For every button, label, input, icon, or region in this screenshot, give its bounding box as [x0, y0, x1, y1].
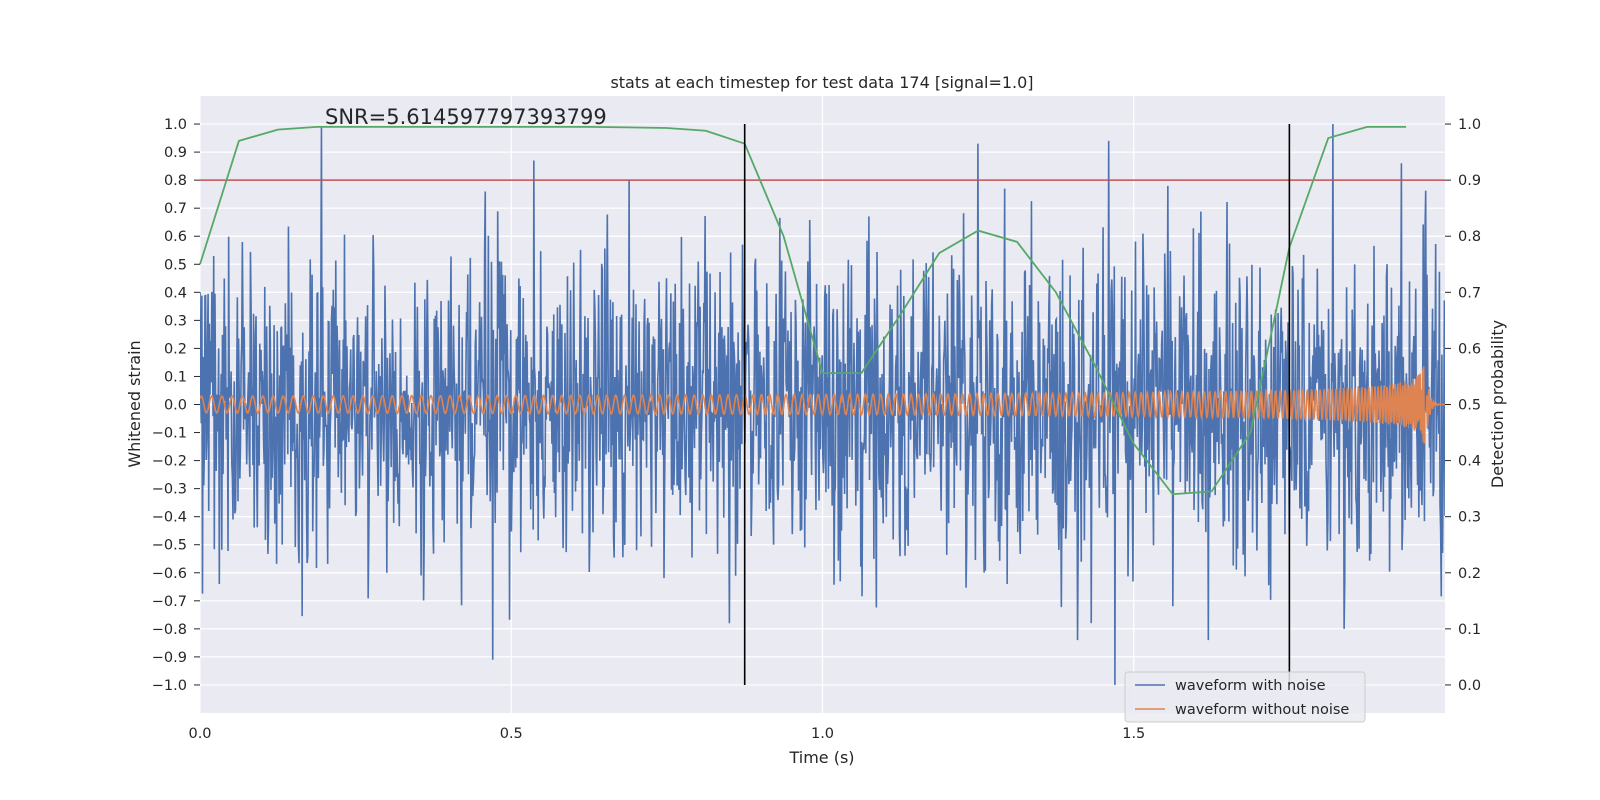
y-right-axis-label: Detection probability — [1488, 320, 1507, 488]
y-tick-label: 0.2 — [164, 341, 187, 357]
y-tick-label: 0.0 — [164, 398, 187, 414]
legend-box — [1124, 671, 1366, 723]
y-right-tick-label: 0.3 — [1458, 510, 1481, 526]
series-waveform-with-noise — [200, 124, 1445, 685]
series-detection-probability — [199, 125, 1407, 496]
y-tick-label: 0.6 — [164, 229, 187, 245]
legend-label-clean: waveform without noise — [1175, 702, 1349, 718]
y-right-tick-label: 0.5 — [1458, 398, 1481, 414]
y-tick-label: −0.4 — [152, 510, 187, 526]
y-tick-label: −0.8 — [152, 622, 187, 638]
snr-annotation: SNR=5.614597797393799 — [325, 105, 607, 129]
y-right-tick-label: 1.0 — [1458, 117, 1481, 133]
y-tick-label: 0.1 — [164, 369, 187, 385]
y-tick-label: −0.9 — [152, 650, 187, 666]
chart-title: stats at each timestep for test data 174… — [610, 73, 1033, 92]
y-tick-label: −0.5 — [152, 538, 187, 554]
y-tick-label: 0.9 — [164, 145, 187, 161]
x-tick-label: 1.0 — [811, 726, 834, 742]
y-tick-label: 0.4 — [164, 285, 187, 301]
y-right-tick-label: 0.1 — [1458, 622, 1481, 638]
y-tick-label: −0.2 — [152, 454, 187, 470]
legend-label-noisy: waveform with noise — [1175, 678, 1326, 694]
axes: 0.0 0.5 1.0 1.5 1.0 0.9 0.8 0.7 0.6 0.5 0.4 0.3 0.2 0… — [152, 117, 1481, 742]
y-axis-label: Whitened strain — [125, 340, 144, 467]
x-tick-label: 0.5 — [500, 726, 523, 742]
y-tick-label: 1.0 — [164, 117, 187, 133]
y-tick-label: −0.6 — [152, 566, 187, 582]
y-tick-label: 0.7 — [164, 201, 187, 217]
plot-area — [199, 124, 1445, 685]
legend: waveform with noise waveform without noi… — [1124, 671, 1366, 723]
y-tick-label: 0.5 — [164, 257, 187, 273]
y-tick-label: −1.0 — [152, 678, 187, 694]
y-tick-label: 0.3 — [164, 313, 187, 329]
x-axis-label: Time (s) — [788, 748, 854, 767]
x-tick-label: 1.5 — [1122, 726, 1145, 742]
y-right-tick-label: 0.8 — [1458, 229, 1481, 245]
y-right-tick-label: 0.2 — [1458, 566, 1481, 582]
y-tick-label: −0.3 — [152, 482, 187, 498]
y-right-tick-label: 0.9 — [1458, 173, 1481, 189]
y-tick-label: −0.7 — [152, 594, 187, 610]
y-tick-label: 0.8 — [164, 173, 187, 189]
y-right-tick-label: 0.7 — [1458, 285, 1481, 301]
series-waveform-without-noise — [200, 366, 1445, 444]
y-right-tick-label: 0.6 — [1458, 341, 1481, 357]
y-right-tick-label: 0.4 — [1458, 454, 1481, 470]
y-tick-label: −0.1 — [152, 426, 187, 442]
y-right-tick-label: 0.0 — [1458, 678, 1481, 694]
x-tick-label: 0.0 — [188, 726, 211, 742]
